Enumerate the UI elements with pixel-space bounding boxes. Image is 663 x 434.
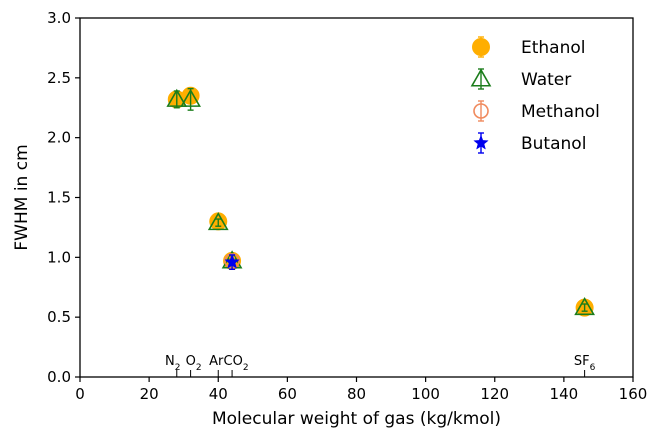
legend-methanol-label: Methanol [521,102,600,122]
water-point [166,88,188,107]
y-tick-label: 2.0 [47,129,71,147]
x-tick-label: 100 [411,385,440,403]
y-tick-label: 0.5 [47,308,71,326]
y-tick-label: 1.5 [47,189,71,207]
legend-water-label: Water [521,70,571,90]
gas-label: CO2 [224,354,249,373]
legend-butanol-label: Butanol [521,134,586,154]
gas-label-text: Ar [209,354,224,369]
gas-labels: N2 O2 Ar CO2 SF6 [165,354,596,377]
gas-label: SF6 [574,354,596,373]
legend: Ethanol Water Methanol Butanol [470,36,600,154]
y-tick-label: 2.5 [47,69,71,87]
gas-label-text: N [165,354,175,369]
gas-label-subscript: 2 [175,363,181,373]
x-tick-label: 120 [480,385,509,403]
water-point [574,296,595,316]
gas-label-subscript: 6 [590,363,596,373]
x-tick-label: 80 [347,385,366,403]
gas-label-subscript: 2 [196,363,202,373]
x-tick-label: 0 [75,385,85,403]
gas-label-subscript: 2 [243,363,249,373]
y-tick-label: 3.0 [47,9,71,27]
x-tick-label: 20 [140,385,159,403]
legend-methanol-marker [473,103,489,119]
data-markers [166,86,595,317]
y-axis-ticks: 0.0 0.5 1.0 1.5 2.0 2.5 3.0 [47,9,80,386]
water-point [180,88,201,107]
x-tick-label: 160 [619,385,648,403]
x-tick-label: 60 [278,385,297,403]
y-tick-label: 1.0 [47,248,71,266]
x-tick-label: 140 [550,385,579,403]
gas-label-text: CO [224,354,243,369]
water-point [207,212,229,231]
legend-butanol-marker [473,134,489,150]
butanol-point [224,253,240,269]
legend-ethanol-marker [472,38,490,56]
gas-label: O2 [186,354,202,373]
x-axis-ticks: 0 20 40 60 80 100 120 140 160 [75,377,647,403]
legend-ethanol-label: Ethanol [521,38,586,58]
gas-label: Ar [209,354,224,369]
y-axis-title: FWHM in cm [12,144,32,250]
gas-label-text: O [186,354,196,369]
gas-label-text: SF [574,354,590,369]
y-tick-label: 0.0 [47,368,71,386]
legend-water-marker [470,68,492,87]
x-tick-label: 40 [209,385,228,403]
x-axis-title: Molecular weight of gas (kg/kmol) [212,409,501,429]
gas-label: N2 [165,354,180,373]
